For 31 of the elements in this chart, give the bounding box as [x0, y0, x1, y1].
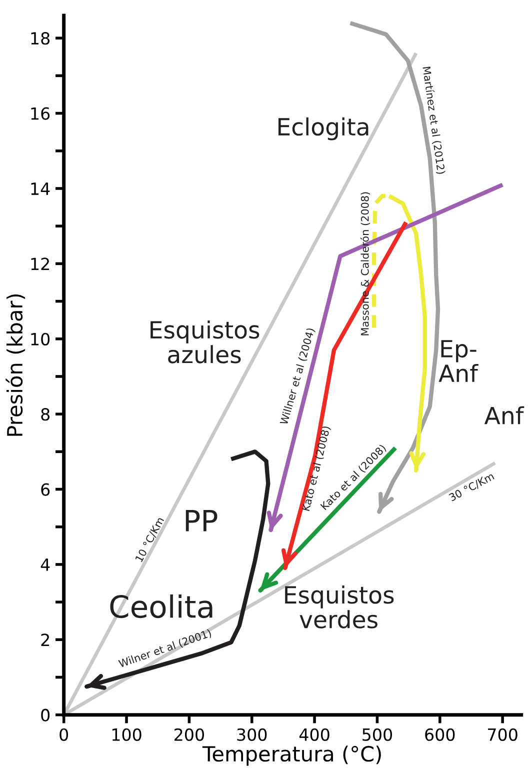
- x-tick-label: 400: [299, 728, 330, 741]
- annotation: 30 °C/Km: [448, 472, 495, 502]
- y-tick-label: 10: [31, 332, 50, 346]
- annotation: Anf: [484, 406, 524, 424]
- y-axis-title: Presión (kbar): [6, 294, 26, 436]
- y-tick-label: 4: [40, 558, 50, 571]
- x-tick-label: 200: [174, 728, 204, 741]
- y-tick-label: 12: [31, 258, 49, 270]
- annotation: Martínez et al (2012): [421, 66, 446, 174]
- x-tick-label: 500: [362, 728, 392, 741]
- x-tick-label: 300: [237, 728, 267, 741]
- y-tick-label: 6: [41, 483, 50, 496]
- y-tick-label: 18: [31, 32, 50, 45]
- y-tick-label: 14: [31, 182, 50, 195]
- annotation: Esquistos verdes: [285, 585, 394, 628]
- annotation: Ceolita: [110, 594, 212, 618]
- x-tick-label: 100: [112, 728, 142, 741]
- annotation: Ep- Anf: [438, 340, 478, 382]
- x-tick-label: 600: [425, 728, 455, 741]
- x-axis-title: Temperatura (°C): [202, 746, 381, 766]
- y-tick-label: 0: [41, 708, 50, 722]
- x-tick-label: 0: [60, 728, 68, 741]
- x-tick-label: 700: [488, 728, 518, 741]
- annotation: Massone & Calderón (2008): [360, 192, 370, 336]
- y-tick-label: 16: [31, 107, 50, 120]
- annotation: Esquistos azules: [150, 320, 260, 364]
- annotation: Willner et al (2004): [280, 328, 316, 426]
- y-tick-label: 8: [41, 408, 50, 421]
- annotation: Eclogita: [278, 117, 368, 140]
- y-tick-label: 2: [41, 634, 49, 646]
- annotation: PP: [186, 510, 218, 532]
